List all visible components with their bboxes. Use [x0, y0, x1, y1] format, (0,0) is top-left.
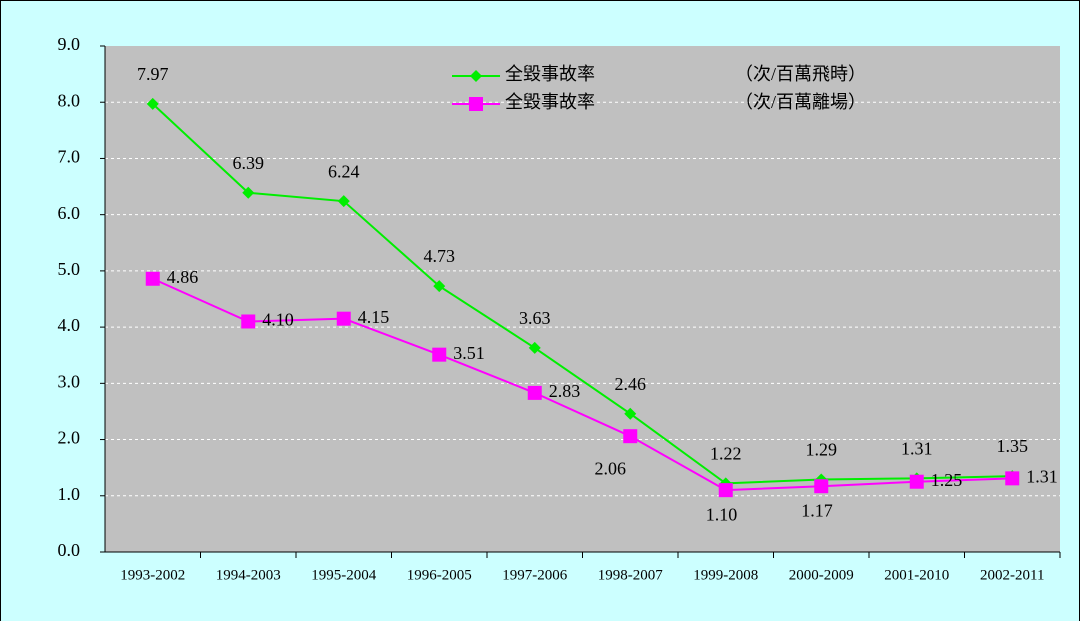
data-label: 1.35: [997, 436, 1029, 456]
y-tick-label: 6.0: [58, 203, 81, 223]
data-label: 2.06: [595, 458, 627, 478]
data-point: [433, 280, 446, 293]
data-point: [814, 479, 829, 494]
y-tick-label: 8.0: [58, 90, 81, 110]
plot-area: [105, 46, 1060, 552]
data-label: 1.25: [931, 470, 963, 490]
x-tick-label: 2001-2010: [884, 567, 949, 583]
x-tick-label: 1997-2006: [502, 567, 567, 583]
data-point: [527, 385, 542, 400]
y-tick-label: 7.0: [58, 147, 81, 167]
legend-marker: [469, 97, 483, 111]
data-point: [145, 271, 160, 286]
x-tick-label: 1993-2002: [120, 567, 185, 583]
data-label: 1.17: [801, 500, 833, 520]
data-label: 6.24: [328, 161, 360, 181]
data-point: [146, 97, 159, 110]
y-tick-label: 2.0: [58, 428, 81, 448]
x-tick-label: 1996-2005: [407, 567, 472, 583]
data-label: 2.46: [615, 374, 647, 394]
data-point: [432, 347, 447, 362]
x-tick-label: 2000-2009: [789, 567, 854, 583]
x-tick-label: 1999-2008: [693, 567, 758, 583]
data-point: [624, 407, 637, 420]
data-label: 1.10: [706, 504, 738, 524]
y-tick-label: 9.0: [58, 34, 81, 54]
legend-note: （次/百萬離場）: [735, 92, 866, 112]
y-tick-label: 3.0: [58, 371, 81, 391]
legend-marker: [470, 70, 482, 82]
series-line: [152, 103, 1013, 485]
data-label: 1.31: [901, 438, 933, 458]
data-point: [718, 483, 733, 498]
data-label: 4.73: [424, 246, 456, 266]
data-label: 2.83: [549, 381, 581, 401]
data-point: [528, 341, 541, 354]
data-label: 3.63: [519, 308, 551, 328]
data-point: [337, 195, 350, 208]
y-tick-label: 1.0: [58, 484, 81, 504]
data-label: 1.31: [1026, 466, 1058, 486]
data-label: 7.97: [137, 64, 169, 84]
x-tick-label: 2002-2011: [980, 567, 1044, 583]
data-point: [241, 314, 256, 329]
legend-label: 全毀事故率: [505, 92, 595, 112]
data-point: [1005, 471, 1020, 486]
legend-note: （次/百萬飛時）: [735, 64, 866, 84]
data-label: 3.51: [453, 343, 485, 363]
data-label: 4.10: [262, 310, 294, 330]
x-tick-label: 1998-2007: [598, 567, 663, 583]
y-tick-label: 0.0: [58, 540, 81, 560]
x-tick-label: 1995-2004: [311, 567, 376, 583]
y-tick-label: 4.0: [58, 315, 81, 335]
data-label: 1.22: [710, 444, 742, 464]
data-point: [623, 429, 638, 444]
legend-label: 全毀事故率: [505, 64, 595, 84]
x-tick-label: 1994-2003: [216, 567, 281, 583]
data-point: [909, 474, 924, 489]
series-line: [152, 277, 1013, 492]
data-point: [336, 311, 351, 326]
data-label: 6.39: [233, 153, 265, 173]
data-point: [242, 186, 255, 199]
y-tick-label: 5.0: [58, 259, 81, 279]
data-label: 1.29: [806, 440, 838, 460]
data-label: 4.15: [358, 307, 390, 327]
data-label: 4.86: [167, 267, 199, 287]
